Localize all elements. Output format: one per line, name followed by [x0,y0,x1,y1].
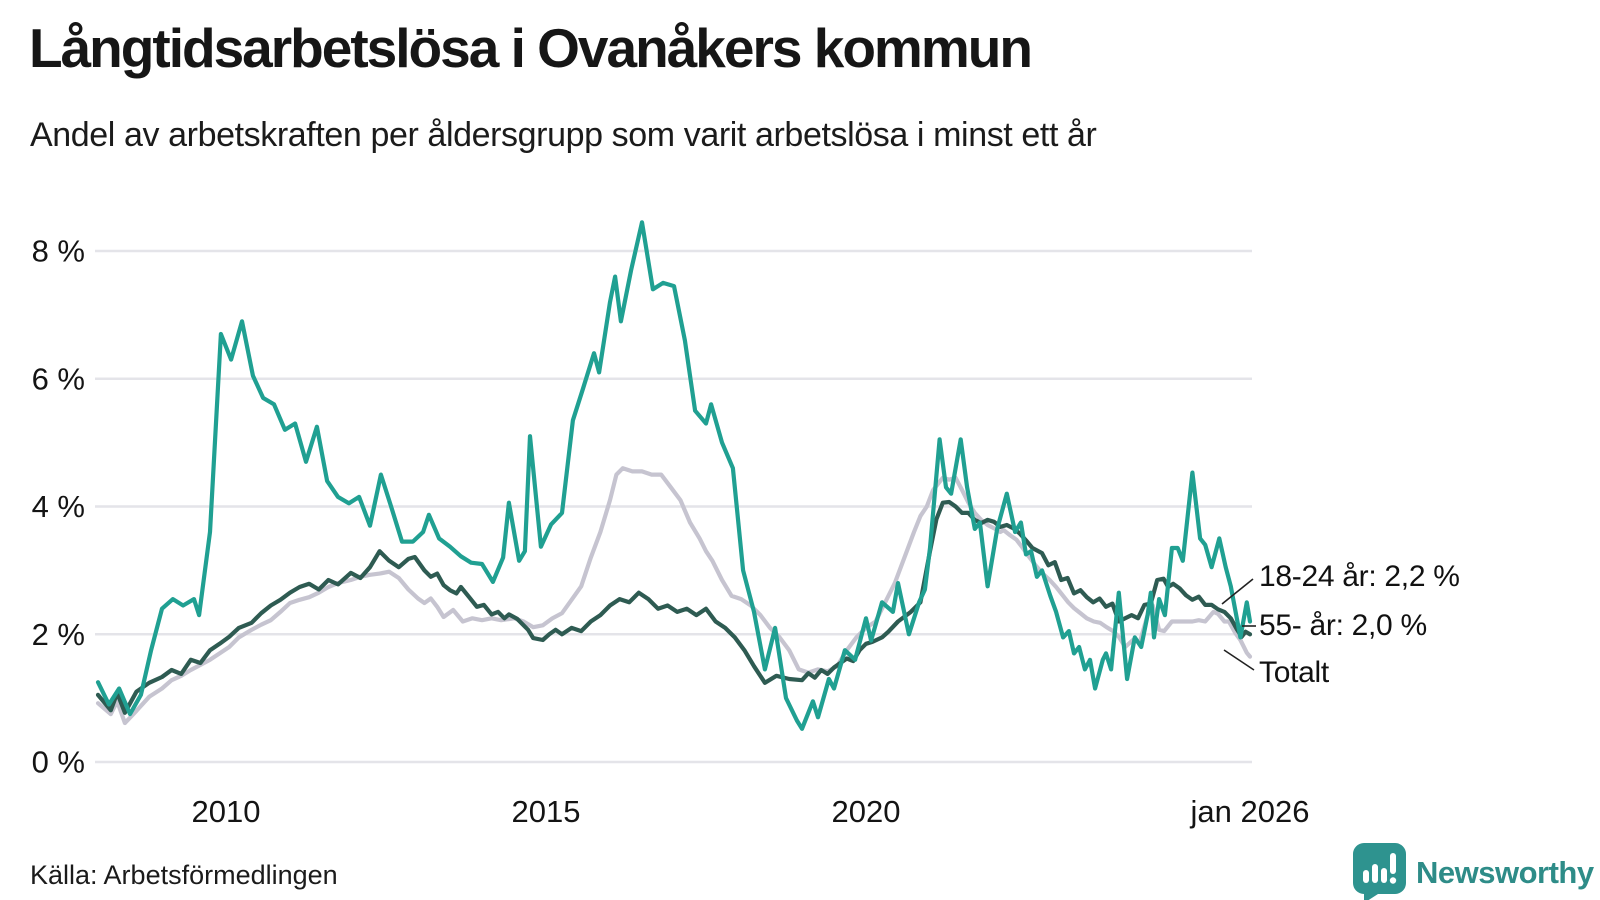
annotation-label-55: 55- år: 2,0 % [1259,609,1427,642]
series-line-55-r [95,499,1253,715]
x-axis-tick-label: 2015 [512,794,581,829]
annotation-label-totalt: Totalt [1259,656,1329,689]
series-line-18-24-r [95,220,1253,731]
annotation-label-18-24: 18-24 år: 2,2 % [1259,560,1460,593]
chart-subtitle: Andel av arbetskraften per åldersgrupp s… [30,116,1097,154]
y-axis-tick-label: 4 % [32,489,85,524]
bar-chart-speech-bubble-icon [1353,843,1406,900]
newsworthy-logo: Newsworthy [1352,843,1594,900]
annotation-leader-line [1223,649,1255,671]
x-axis-tick-label: 2020 [832,794,901,829]
annotation-leader-line [1221,578,1254,605]
x-axis-tick-label: jan 2026 [1190,794,1310,829]
y-axis-tick-label: 8 % [32,234,85,269]
newsworthy-logo-text: Newsworthy [1416,855,1594,890]
source-note: Källa: Arbetsförmedlingen [30,860,338,890]
y-axis-tick-label: 2 % [32,617,85,652]
y-axis-tick-label: 6 % [32,361,85,396]
x-axis-tick-label: 2010 [192,794,261,829]
y-axis-tick-label: 0 % [32,745,85,780]
page-title: Långtidsarbetslösa i Ovanåkers kommun [29,17,1033,79]
